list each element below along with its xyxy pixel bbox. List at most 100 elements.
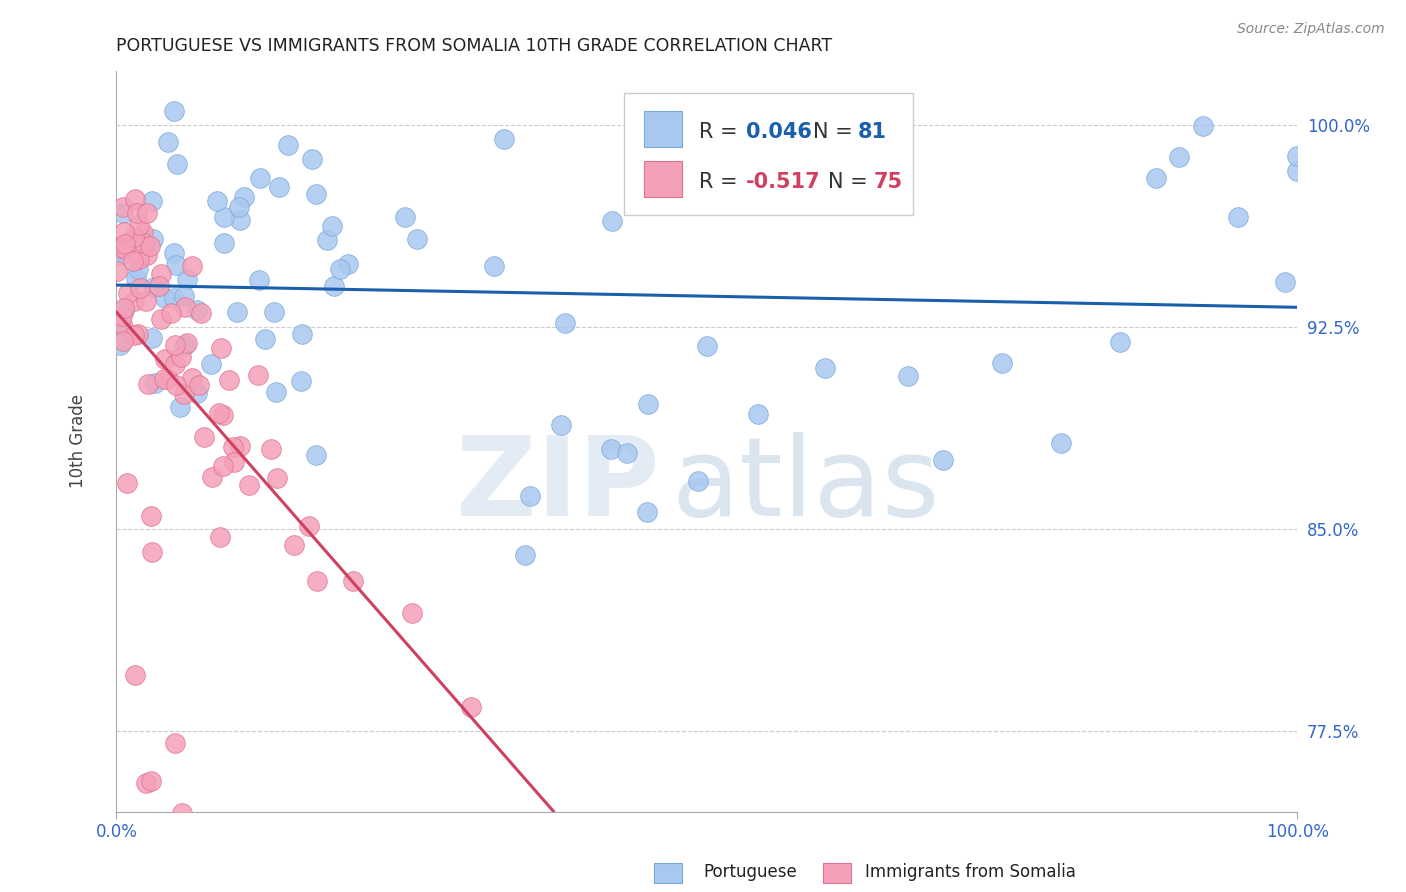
Point xyxy=(896,368,918,383)
Point xyxy=(247,368,270,382)
Point xyxy=(111,317,134,331)
Point xyxy=(143,376,166,391)
Y-axis label: 10th Grade: 10th Grade xyxy=(69,394,87,488)
Point xyxy=(329,262,352,277)
Point xyxy=(173,288,195,302)
Point xyxy=(602,214,624,228)
Point xyxy=(263,305,285,319)
Point xyxy=(228,200,250,214)
Point xyxy=(128,252,150,267)
Point xyxy=(142,279,165,293)
Point xyxy=(112,206,135,220)
Point xyxy=(135,293,157,308)
Point xyxy=(322,279,344,293)
Point xyxy=(121,254,143,268)
Point xyxy=(269,179,291,194)
Point xyxy=(405,232,427,246)
Point xyxy=(212,409,235,423)
Point xyxy=(1144,170,1167,185)
Point xyxy=(174,337,197,351)
Point xyxy=(188,377,211,392)
Point xyxy=(111,309,134,323)
Point xyxy=(135,776,157,790)
Point xyxy=(115,475,138,490)
Point xyxy=(193,430,215,444)
Point xyxy=(814,361,837,376)
Point xyxy=(253,332,276,346)
Point xyxy=(173,300,195,314)
Point xyxy=(1227,210,1250,224)
Point xyxy=(111,200,134,214)
Point xyxy=(291,326,314,341)
Point xyxy=(1050,435,1073,450)
Point xyxy=(172,806,194,821)
Point xyxy=(112,303,135,318)
Point xyxy=(107,264,129,278)
Text: R =: R = xyxy=(699,172,744,192)
Text: Immigrants from Somalia: Immigrants from Somalia xyxy=(865,863,1076,881)
Point xyxy=(136,376,159,391)
Text: atlas: atlas xyxy=(672,432,941,539)
Point xyxy=(599,442,621,456)
Point xyxy=(127,206,149,220)
Point xyxy=(165,378,187,392)
Point xyxy=(260,442,283,456)
Point xyxy=(135,248,157,262)
Point xyxy=(336,257,359,271)
Point xyxy=(283,538,305,552)
Point xyxy=(238,478,260,492)
Point xyxy=(249,171,271,186)
Point xyxy=(132,235,155,250)
Point xyxy=(991,356,1014,370)
Point xyxy=(141,544,163,558)
Point xyxy=(108,338,131,352)
FancyBboxPatch shape xyxy=(624,93,914,215)
Point xyxy=(305,448,328,462)
Point xyxy=(401,606,423,620)
Point xyxy=(212,211,235,225)
Text: PORTUGUESE VS IMMIGRANTS FROM SOMALIA 10TH GRADE CORRELATION CHART: PORTUGUESE VS IMMIGRANTS FROM SOMALIA 10… xyxy=(117,37,832,55)
Point xyxy=(153,291,176,305)
Point xyxy=(247,273,270,287)
FancyBboxPatch shape xyxy=(644,112,682,147)
Point xyxy=(515,548,537,562)
Point xyxy=(321,219,343,233)
Point xyxy=(550,418,572,433)
Point xyxy=(139,774,162,789)
Point xyxy=(224,455,246,469)
Point xyxy=(110,241,132,255)
Point xyxy=(114,242,136,256)
Point xyxy=(132,227,155,241)
Point xyxy=(152,372,174,386)
Point xyxy=(212,236,235,251)
Point xyxy=(316,233,339,247)
Point xyxy=(176,272,198,286)
Point xyxy=(186,386,208,401)
Text: 0.046: 0.046 xyxy=(745,122,811,142)
Point xyxy=(229,439,252,453)
Point xyxy=(163,357,186,371)
Point xyxy=(181,259,204,273)
Point xyxy=(110,247,132,261)
Point xyxy=(290,374,312,388)
Point xyxy=(307,574,329,589)
Point xyxy=(124,230,146,244)
Point xyxy=(301,152,323,166)
Point xyxy=(209,341,232,355)
Point xyxy=(1286,149,1309,163)
Point xyxy=(170,350,193,364)
Point xyxy=(1286,163,1309,178)
Point xyxy=(226,304,249,318)
Point xyxy=(394,210,416,224)
Point xyxy=(616,446,638,460)
Point xyxy=(117,286,139,301)
Point xyxy=(124,668,146,682)
Point xyxy=(125,270,148,285)
Point xyxy=(122,327,145,342)
Point xyxy=(266,385,288,400)
Point xyxy=(148,278,170,293)
Point xyxy=(142,231,165,245)
Point xyxy=(643,141,665,155)
Point xyxy=(165,258,187,272)
Point xyxy=(519,489,541,503)
